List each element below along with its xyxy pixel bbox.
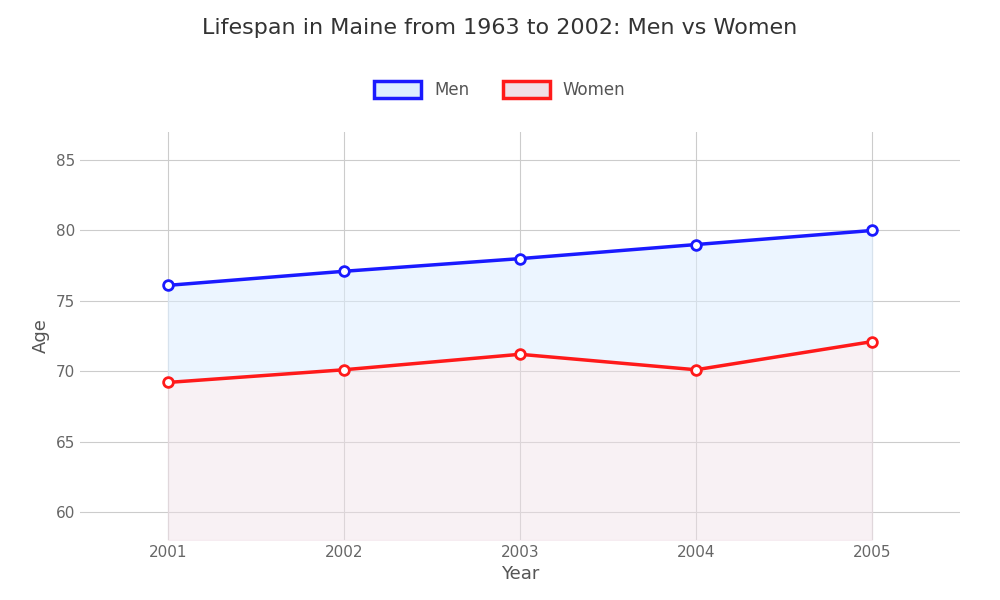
Text: Lifespan in Maine from 1963 to 2002: Men vs Women: Lifespan in Maine from 1963 to 2002: Men… [202,18,798,38]
X-axis label: Year: Year [501,565,539,583]
Legend: Men, Women: Men, Women [368,74,632,106]
Y-axis label: Age: Age [32,319,50,353]
